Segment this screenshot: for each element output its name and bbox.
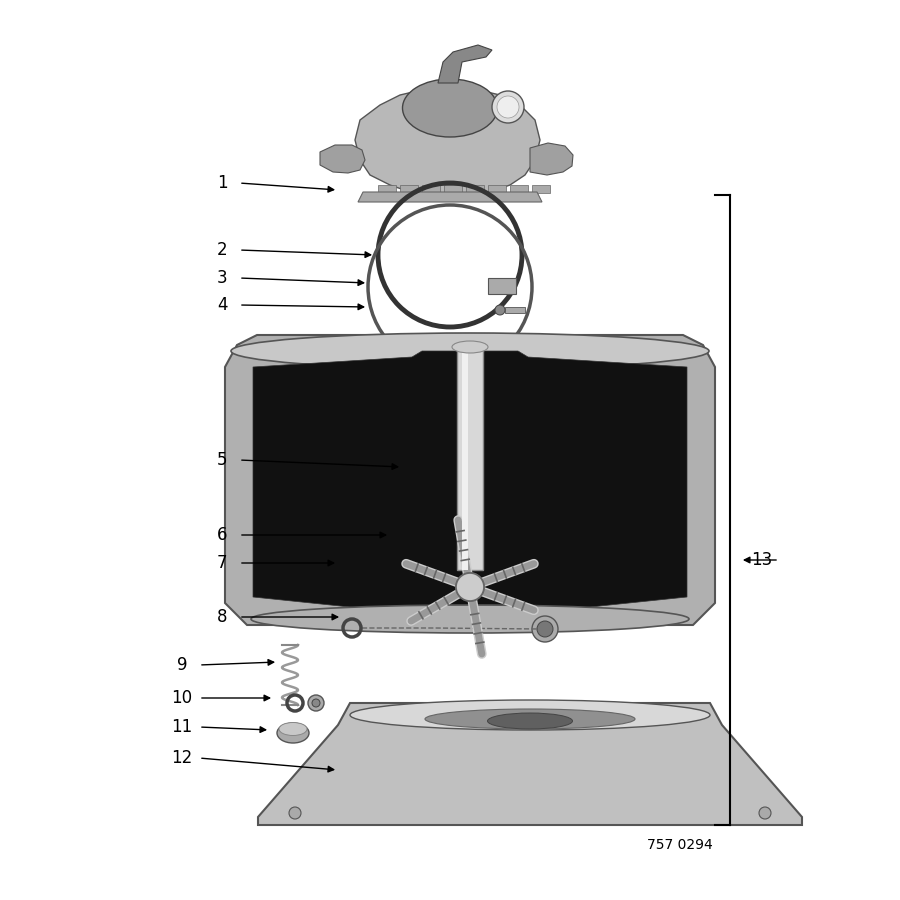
- Bar: [488, 185, 506, 193]
- Text: 757 0294: 757 0294: [647, 838, 713, 852]
- Polygon shape: [488, 278, 516, 294]
- Bar: [400, 185, 418, 193]
- Text: 13: 13: [752, 551, 772, 569]
- Polygon shape: [320, 145, 365, 173]
- Text: 5: 5: [217, 451, 227, 469]
- Polygon shape: [225, 335, 715, 625]
- Bar: [422, 185, 440, 193]
- Text: 6: 6: [217, 526, 227, 544]
- Bar: [462, 347, 468, 570]
- Text: 9: 9: [176, 656, 187, 674]
- Circle shape: [456, 573, 484, 601]
- Text: 2: 2: [217, 241, 228, 259]
- Text: 7: 7: [217, 554, 227, 572]
- Circle shape: [289, 807, 301, 819]
- Text: 4: 4: [217, 296, 227, 314]
- Bar: [444, 185, 462, 193]
- Polygon shape: [258, 703, 802, 825]
- Text: 8: 8: [217, 608, 227, 626]
- Circle shape: [456, 573, 484, 601]
- Polygon shape: [378, 357, 562, 593]
- Bar: [457, 347, 483, 570]
- Text: 11: 11: [171, 718, 193, 736]
- Ellipse shape: [402, 79, 498, 137]
- Ellipse shape: [488, 713, 572, 729]
- Ellipse shape: [231, 333, 709, 369]
- Polygon shape: [253, 351, 687, 613]
- Circle shape: [537, 621, 553, 637]
- Text: 12: 12: [171, 749, 193, 767]
- Text: 10: 10: [171, 689, 193, 707]
- Ellipse shape: [425, 709, 635, 729]
- Ellipse shape: [279, 723, 307, 735]
- Ellipse shape: [452, 341, 488, 353]
- Ellipse shape: [277, 723, 309, 743]
- Polygon shape: [355, 86, 540, 195]
- Bar: [510, 185, 528, 193]
- Ellipse shape: [350, 700, 710, 730]
- Bar: [532, 185, 550, 193]
- Text: 3: 3: [217, 269, 228, 287]
- Circle shape: [492, 91, 524, 123]
- Circle shape: [497, 96, 519, 118]
- Circle shape: [495, 305, 505, 315]
- Polygon shape: [530, 143, 573, 175]
- Circle shape: [312, 699, 320, 707]
- Polygon shape: [358, 192, 542, 202]
- Polygon shape: [505, 307, 525, 313]
- Circle shape: [308, 695, 324, 711]
- Text: 1: 1: [217, 174, 228, 192]
- Polygon shape: [438, 45, 492, 83]
- Ellipse shape: [251, 605, 689, 633]
- Bar: [378, 185, 396, 193]
- Circle shape: [759, 807, 771, 819]
- Circle shape: [532, 616, 558, 642]
- Bar: [466, 185, 484, 193]
